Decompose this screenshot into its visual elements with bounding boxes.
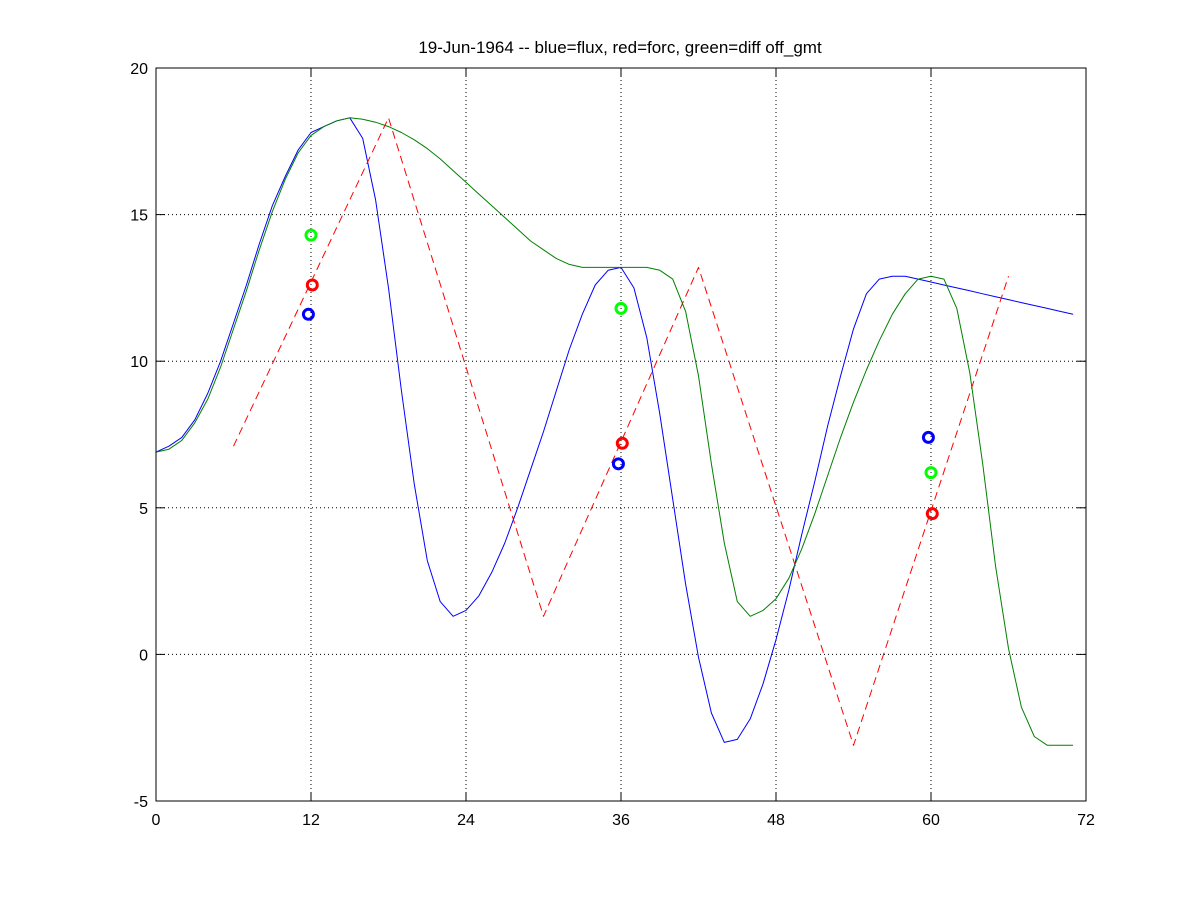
x-tick-label: 24 [457, 812, 475, 829]
series-4-point-2 [927, 509, 937, 519]
series-3-point-2 [923, 432, 933, 442]
series-1-line [234, 118, 1009, 746]
y-tick-label: -5 [134, 794, 148, 811]
grid [156, 68, 1086, 801]
x-tick-label: 12 [302, 812, 320, 829]
y-tick-labels: -5 0 5 10 15 20 [130, 61, 148, 811]
x-tick-labels: 0 12 24 36 48 60 72 [152, 812, 1095, 829]
series-4-point-1 [617, 438, 627, 448]
series-layer [156, 118, 1073, 746]
x-tick-label: 60 [922, 812, 940, 829]
y-tick-label: 15 [130, 208, 148, 225]
y-tick-label: 0 [139, 647, 148, 664]
series-2-line [156, 118, 1073, 746]
x-tick-label: 72 [1077, 812, 1095, 829]
ticks [156, 68, 1086, 801]
plot-area-frame [156, 68, 1086, 801]
y-tick-label: 5 [139, 501, 148, 518]
series-4-point-0 [307, 280, 317, 290]
series-3-point-0 [303, 309, 313, 319]
y-tick-label: 20 [130, 61, 148, 78]
x-tick-label: 36 [612, 812, 630, 829]
series-5-point-0 [306, 230, 316, 240]
x-tick-label: 0 [152, 812, 161, 829]
x-tick-label: 48 [767, 812, 785, 829]
y-tick-label: 10 [130, 354, 148, 371]
series-0-line [156, 118, 1073, 743]
series-3-point-1 [613, 459, 623, 469]
chart-title: 19-Jun-1964 -- blue=flux, red=forc, gree… [418, 38, 822, 57]
